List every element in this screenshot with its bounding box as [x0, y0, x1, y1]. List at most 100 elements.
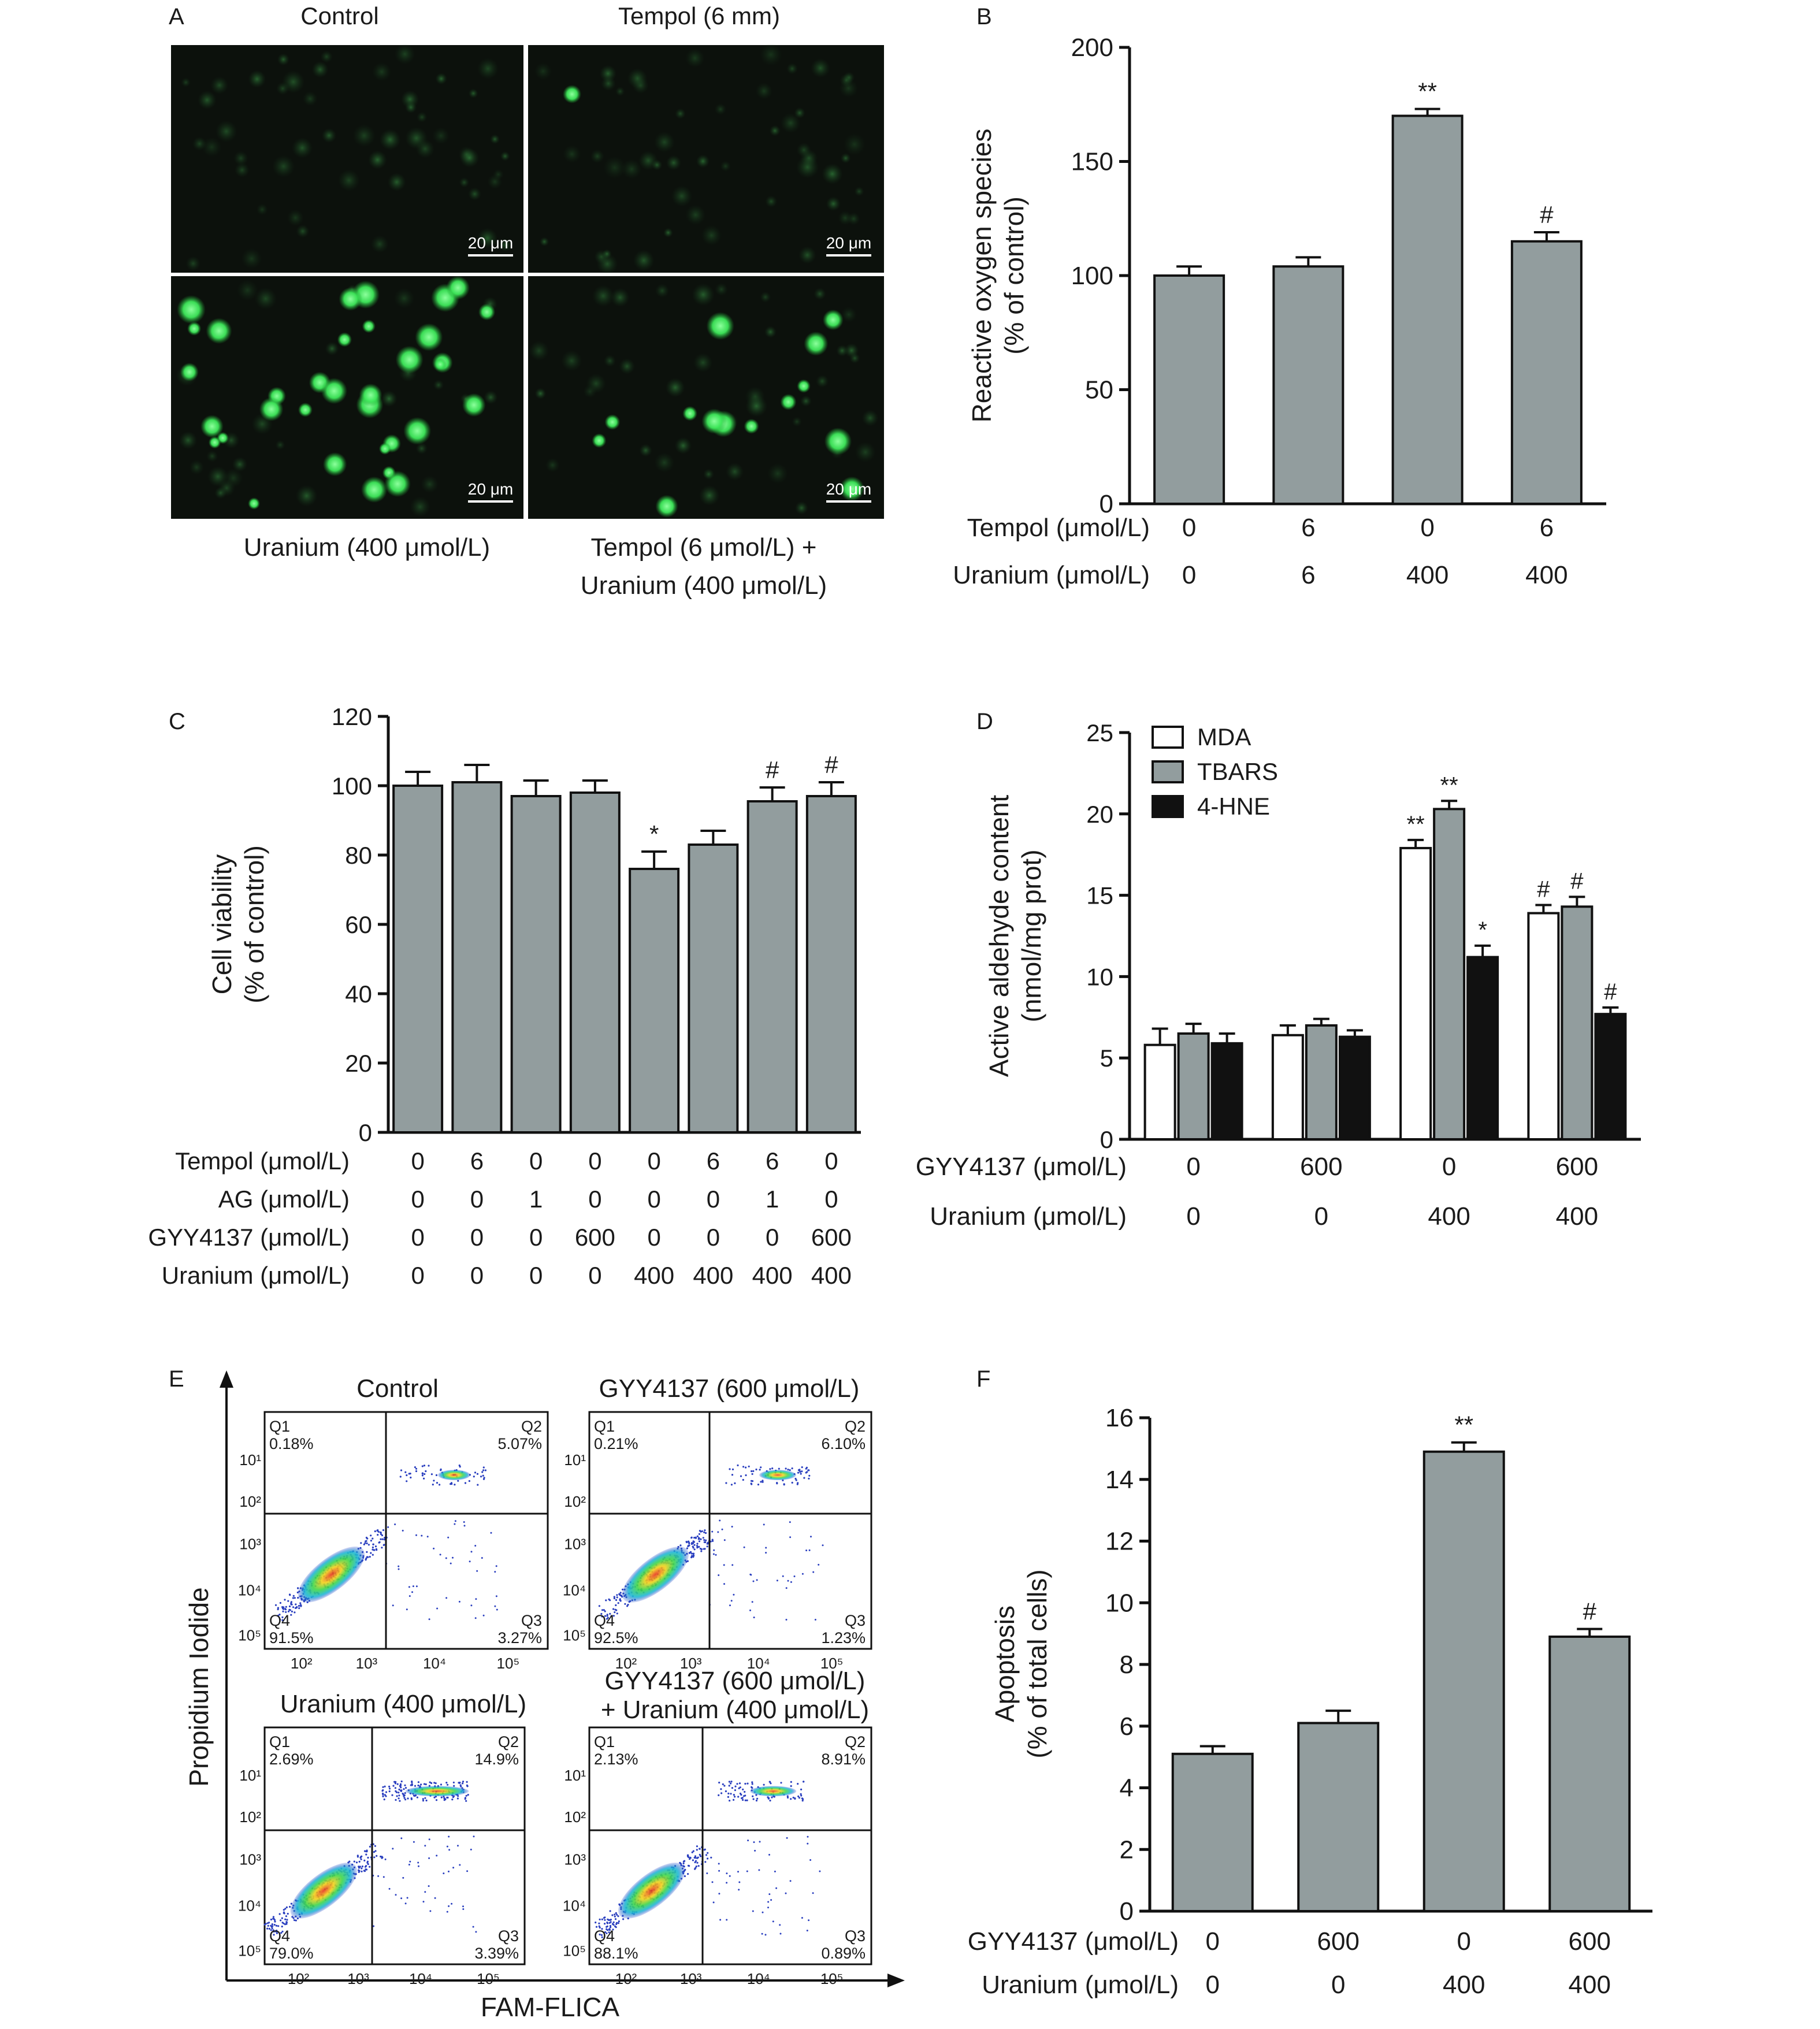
flow-dot: [424, 1845, 426, 1847]
flow-dot: [617, 1915, 619, 1917]
flow-dot: [365, 1868, 367, 1871]
flow-dot: [703, 1531, 705, 1533]
cell-dim: [415, 139, 435, 159]
flow-dot: [751, 1473, 753, 1475]
c-condition-value: 0: [470, 1262, 484, 1289]
flow-dot: [726, 1882, 728, 1884]
cell-dim: [844, 343, 859, 358]
flow-dot: [808, 1549, 811, 1551]
flow-dot: [453, 1785, 455, 1787]
flow-dot: [763, 1783, 765, 1786]
flow-dot: [482, 1614, 485, 1616]
flow-dot: [367, 1856, 369, 1859]
d-y-tick-label: 15: [1086, 882, 1113, 909]
cell-dim: [621, 159, 642, 180]
flow-dot: [762, 1481, 764, 1483]
cell-dim: [192, 136, 207, 151]
flow-dot: [726, 1872, 728, 1875]
flow-dot: [694, 1855, 697, 1857]
c-condition-value: 1: [766, 1186, 779, 1213]
cell-dim: [619, 358, 636, 374]
flow-dot: [616, 1913, 618, 1916]
flow-x-tick-label: 10⁴: [747, 1655, 770, 1672]
flow-dot: [286, 1919, 288, 1921]
flow-dot: [413, 1794, 415, 1797]
flow-dot: [688, 1552, 691, 1554]
flow-dot: [727, 1792, 730, 1794]
flow-dot: [292, 1606, 295, 1608]
flow-dot: [612, 1928, 614, 1931]
flow-dot: [808, 1919, 810, 1922]
flow-dot: [392, 1785, 395, 1787]
flow-dot: [763, 1523, 765, 1526]
flow-dot: [477, 1484, 479, 1486]
cell-bright: [797, 379, 811, 393]
b-condition-label: Uranium (μmol/L): [953, 561, 1150, 589]
flow-dot: [266, 1927, 269, 1930]
d-bar: [1561, 905, 1594, 1140]
flow-dot: [744, 1794, 746, 1797]
flow-dot: [696, 1535, 699, 1537]
flow-dot: [705, 1854, 708, 1856]
flow-dot: [356, 1856, 359, 1858]
cell-dim: [433, 380, 444, 391]
d-bar: [1177, 1032, 1210, 1140]
flow-dot: [619, 1598, 621, 1600]
flow-dot: [377, 1875, 380, 1877]
flow-dot: [273, 1919, 276, 1921]
flow-dot: [276, 1932, 278, 1934]
f-y-tick-label: 14: [1105, 1466, 1134, 1494]
flow-dot: [281, 1926, 283, 1928]
flow-dot: [615, 1912, 617, 1914]
cell-dim: [352, 124, 376, 147]
flow-x-tick-label: 10²: [615, 1970, 637, 1987]
flow-dot: [751, 1787, 753, 1789]
flow-dot: [394, 1782, 397, 1785]
flow-dot: [785, 1467, 787, 1470]
flow-dot: [692, 1850, 694, 1852]
flow-dot: [693, 1548, 696, 1551]
flow-dot: [717, 1531, 719, 1533]
flow-dot: [376, 1855, 378, 1857]
flow-dot: [372, 1554, 374, 1556]
flow-q1-value: 0.18%: [269, 1435, 314, 1452]
flow-dot: [603, 1917, 606, 1919]
flow-dot: [381, 1857, 383, 1859]
flow-dot: [459, 1864, 461, 1866]
flow-title-uranium: Uranium (400 μmol/L): [280, 1690, 526, 1718]
flow-dot: [435, 1474, 438, 1476]
flow-dot: [292, 1595, 295, 1597]
flow-dot: [473, 1835, 475, 1838]
flow-dot: [273, 1924, 276, 1926]
flow-dot: [720, 1792, 723, 1794]
flow-dot: [682, 1860, 685, 1863]
flow-dot: [369, 1556, 371, 1558]
flow-dot: [494, 1605, 496, 1607]
flow-dot: [360, 1858, 362, 1860]
flow-dot: [361, 1855, 363, 1857]
flow-dot: [424, 1797, 426, 1799]
flow-dot: [417, 1861, 419, 1864]
c-condition-value: 0: [411, 1147, 424, 1175]
flow-dot: [733, 1593, 735, 1596]
flow-x-tick-label: 10⁴: [423, 1655, 446, 1672]
flow-dot: [428, 1885, 430, 1887]
flow-dot: [359, 1856, 362, 1859]
flow-dot: [284, 1908, 287, 1910]
flow-dot: [374, 1845, 377, 1847]
flow-dot: [294, 1597, 296, 1599]
flow-dot: [299, 1604, 302, 1606]
flow-dot: [723, 1583, 725, 1585]
micrograph-control: 20 μm: [171, 43, 523, 273]
cell-dim: [755, 82, 773, 100]
flow-dot: [801, 1573, 804, 1575]
flow-dot: [398, 1797, 400, 1800]
cell-dim: [295, 485, 318, 507]
micrograph-label-control: Control: [300, 2, 378, 29]
flow-dot: [822, 1544, 824, 1547]
flow-q2-value: 14.9%: [474, 1751, 519, 1768]
flow-dot: [810, 1536, 812, 1538]
flow-dot: [480, 1476, 482, 1478]
b-condition-value: 400: [1525, 561, 1568, 589]
